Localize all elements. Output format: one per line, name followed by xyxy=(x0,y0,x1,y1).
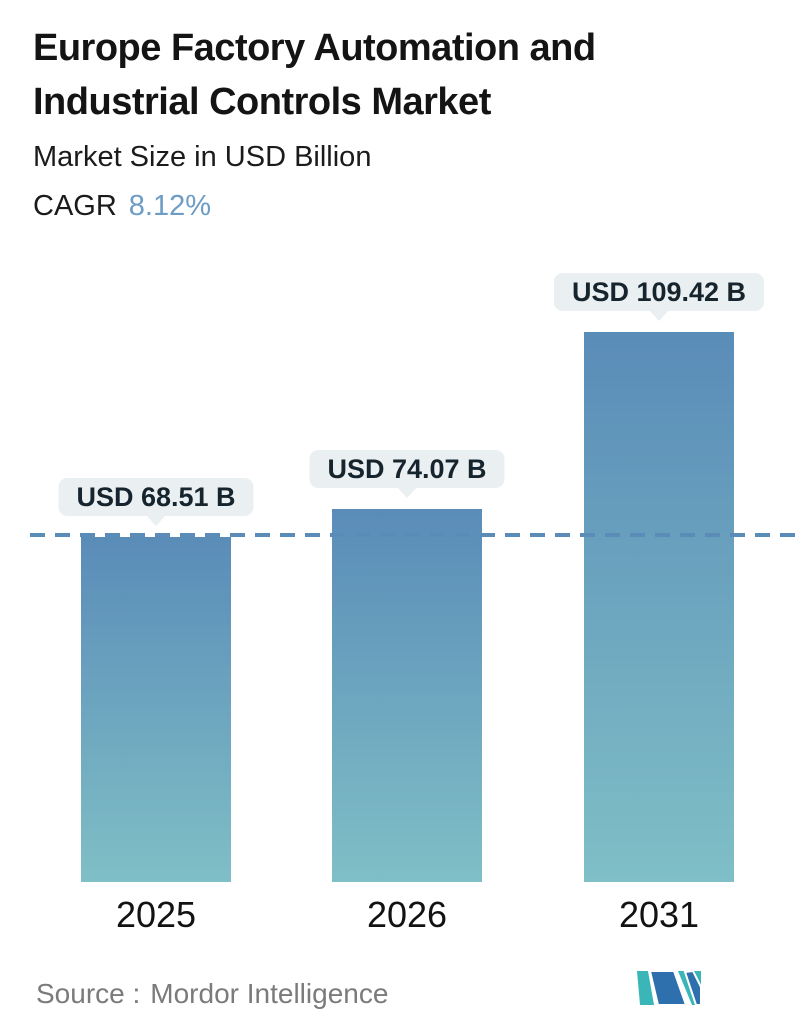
source-label: Source : xyxy=(36,978,141,1009)
x-axis-label-2031: 2031 xyxy=(618,894,700,935)
callout-pointer xyxy=(649,309,669,321)
mordor-intelligence-logo xyxy=(637,971,702,1005)
x-axis-label-2025: 2025 xyxy=(115,894,197,935)
page-title: Europe Factory Automation and Industrial… xyxy=(33,27,596,123)
source-attribution: Source : Mordor Intelligence xyxy=(36,978,388,1010)
cagr-label: CAGR xyxy=(33,190,117,222)
callout-pointer xyxy=(146,515,166,527)
cagr-row: CAGR 8.12% xyxy=(33,190,211,223)
bar-2031 xyxy=(584,331,734,882)
x-axis-label-2026: 2026 xyxy=(366,894,448,935)
callout-pointer xyxy=(397,487,417,499)
source-value: Mordor Intelligence xyxy=(150,978,389,1009)
bar-2026 xyxy=(332,509,482,882)
value-callout-2031: USD 109.42 B xyxy=(553,272,765,311)
value-callout-2026: USD 74.07 B xyxy=(309,450,505,489)
cagr-value: 8.12% xyxy=(128,190,212,222)
value-callout-2025: USD 68.51 B xyxy=(58,478,254,517)
chart-subtitle: Market Size in USD Billion xyxy=(33,141,372,173)
bar-2025 xyxy=(81,537,231,882)
reference-dashed-line xyxy=(30,533,796,538)
